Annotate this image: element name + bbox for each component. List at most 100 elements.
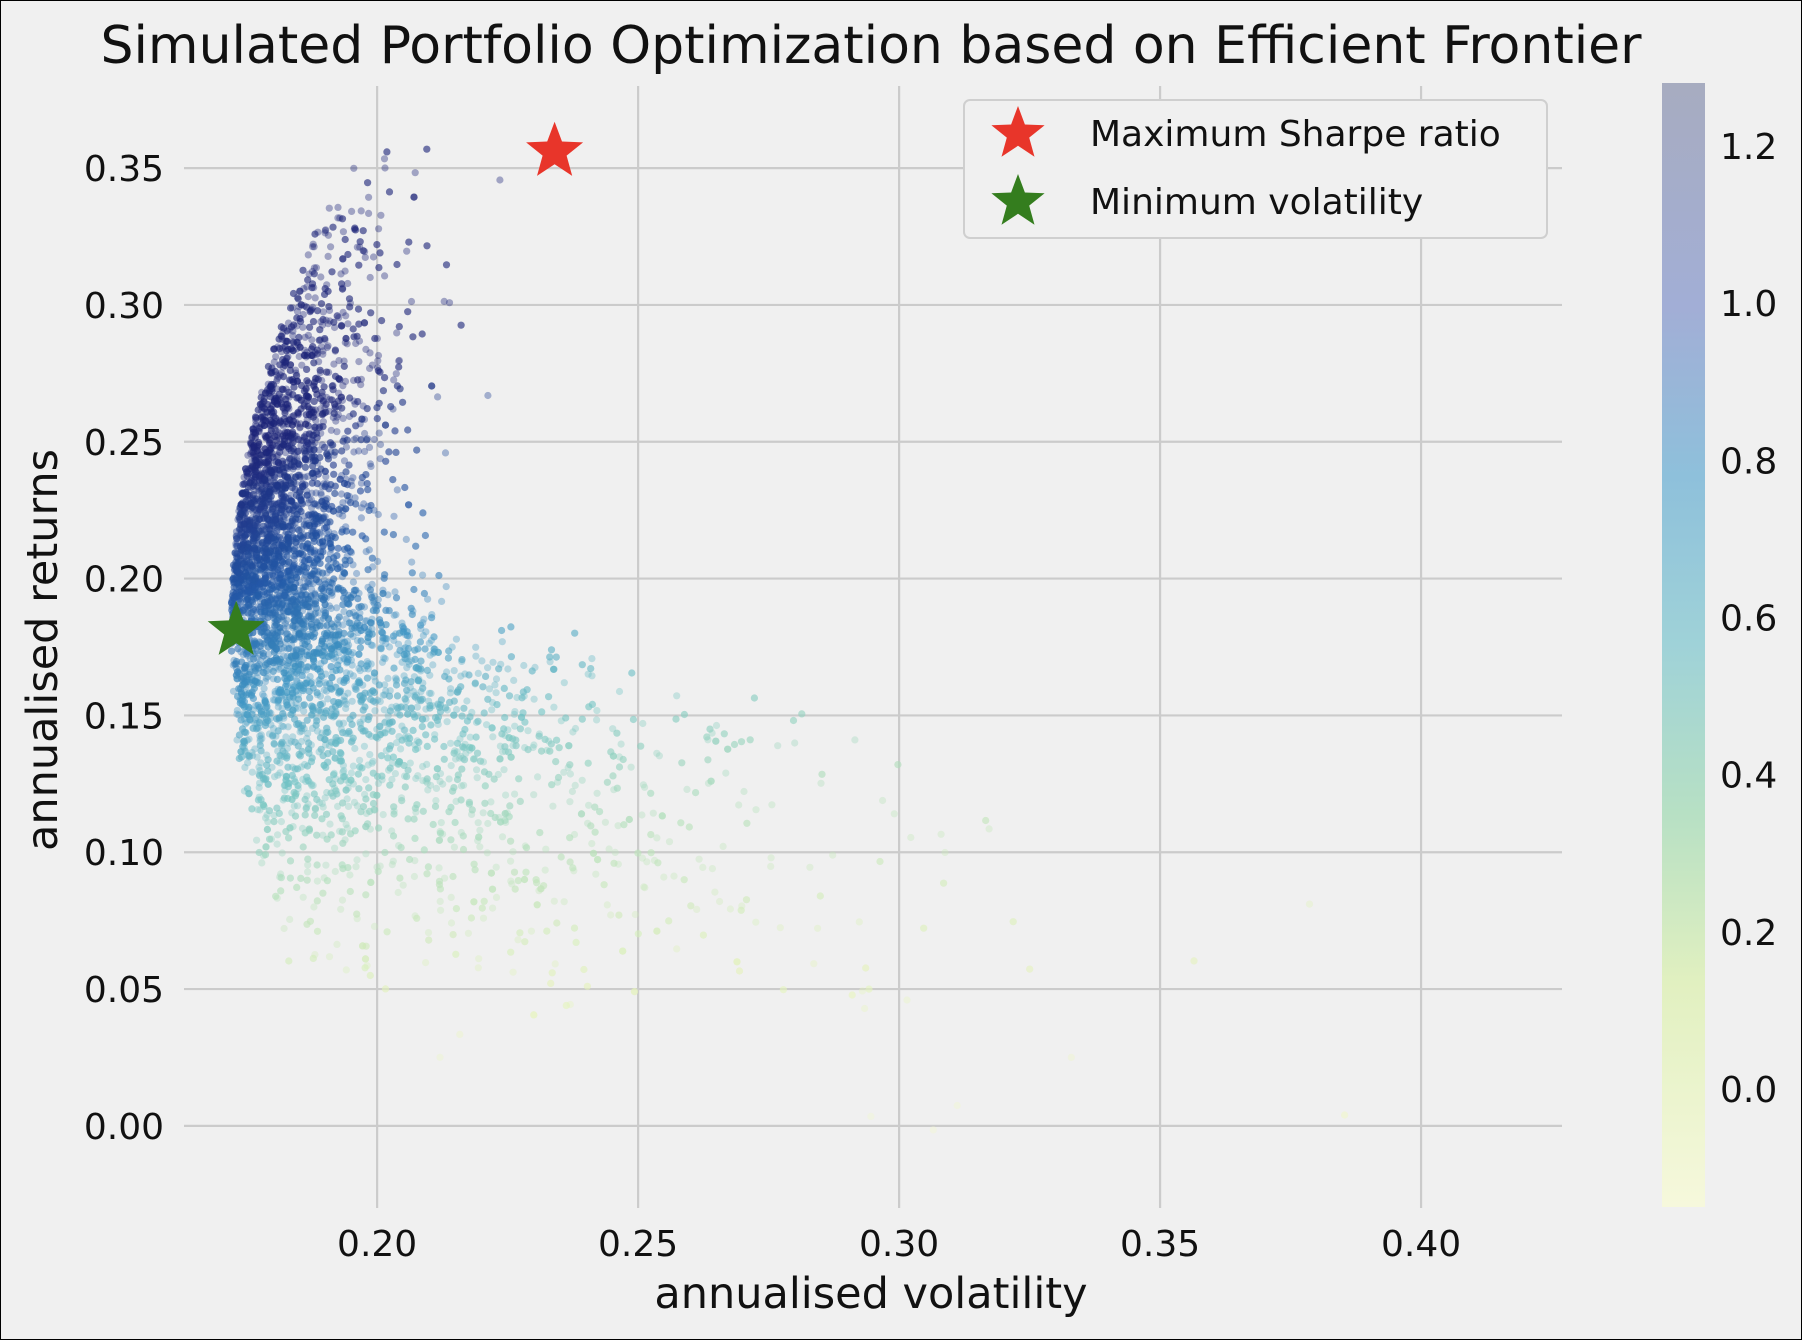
scatter-point (241, 514, 249, 522)
scatter-point (256, 719, 264, 727)
scatter-point (293, 669, 301, 677)
scatter-point (284, 402, 293, 410)
scatter-point (334, 203, 342, 211)
scatter-point (271, 466, 279, 474)
scatter-point (265, 545, 273, 553)
scatter-point (253, 674, 261, 682)
scatter-point (292, 550, 300, 558)
scatter-point (280, 714, 288, 722)
scatter-point (276, 466, 284, 474)
scatter-point (509, 968, 517, 976)
scatter-point (536, 829, 544, 837)
scatter-point (450, 667, 458, 675)
scatter-point (275, 637, 283, 645)
scatter-point (339, 768, 347, 776)
scatter-point (399, 398, 407, 406)
scatter-point (253, 836, 261, 844)
scatter-point (680, 710, 689, 719)
scatter-point (509, 848, 517, 856)
scatter-point (374, 351, 383, 360)
scatter-point (281, 604, 289, 612)
scatter-point (474, 964, 482, 972)
scatter-point (767, 862, 775, 871)
scatter-point (497, 660, 505, 668)
scatter-point (241, 465, 250, 473)
scatter-point (287, 491, 295, 499)
scatter-point (359, 247, 367, 255)
scatter-point (484, 391, 492, 400)
scatter-point (271, 425, 279, 433)
scatter-point (277, 645, 286, 653)
scatter-point (261, 405, 269, 413)
scatter-point (394, 888, 402, 897)
scatter-point (371, 707, 379, 715)
scatter-point (393, 260, 401, 269)
scatter-point (236, 666, 244, 674)
scatter-point (248, 584, 257, 592)
scatter-point (299, 893, 307, 901)
scatter-point (527, 927, 536, 935)
scatter-point (299, 615, 307, 624)
scatter-point (324, 320, 332, 328)
scatter-point (315, 676, 323, 685)
scatter-point (537, 747, 546, 755)
scatter-point (510, 676, 518, 685)
scatter-point (375, 429, 383, 437)
scatter-point (274, 451, 282, 459)
scatter-point (281, 514, 289, 523)
scatter-point (384, 674, 392, 683)
scatter-point (457, 672, 465, 680)
scatter-point (284, 779, 292, 787)
scatter-point (256, 638, 264, 647)
scatter-point (405, 660, 413, 668)
scatter-point (737, 738, 746, 746)
scatter-point (244, 601, 252, 609)
scatter-point (293, 293, 301, 301)
scatter-point (284, 533, 292, 542)
scatter-point (244, 706, 252, 714)
scatter-point (365, 193, 373, 201)
scatter-point (257, 474, 265, 482)
scatter-point (414, 772, 422, 780)
scatter-point (470, 755, 478, 763)
scatter-point (321, 644, 329, 652)
scatter-point (260, 561, 268, 569)
scatter-point (301, 333, 309, 341)
scatter-point (285, 644, 293, 652)
scatter-point (719, 842, 727, 851)
scatter-point (281, 786, 289, 795)
scatter-point (232, 532, 240, 540)
scatter-point (256, 716, 265, 724)
scatter-point (542, 845, 550, 853)
scatter-point (346, 609, 354, 618)
scatter-point (485, 685, 494, 693)
scatter-point (422, 731, 430, 739)
scatter-point (344, 427, 352, 435)
scatter-point (361, 248, 369, 256)
scatter-point (304, 868, 312, 876)
scatter-point (289, 327, 297, 335)
scatter-point (937, 830, 945, 838)
scatter-point (354, 398, 362, 406)
scatter-point (284, 391, 292, 400)
scatter-point (480, 897, 488, 905)
scatter-point (447, 893, 455, 902)
scatter-point (424, 929, 433, 937)
scatter-point (282, 630, 290, 638)
scatter-point (434, 393, 442, 401)
scatter-point (271, 395, 279, 403)
scatter-point (601, 818, 610, 826)
scatter-point (283, 662, 291, 670)
scatter-point (244, 521, 252, 529)
scatter-point (347, 769, 355, 777)
scatter-point (273, 453, 281, 461)
scatter-point (335, 641, 343, 649)
scatter-point (500, 684, 508, 693)
scatter-point (308, 336, 316, 344)
scatter-point (530, 695, 538, 703)
scatter-point (344, 802, 353, 811)
scatter-point (321, 497, 329, 505)
scatter-point (507, 948, 515, 956)
scatter-point (484, 695, 492, 703)
scatter-point (398, 722, 406, 730)
